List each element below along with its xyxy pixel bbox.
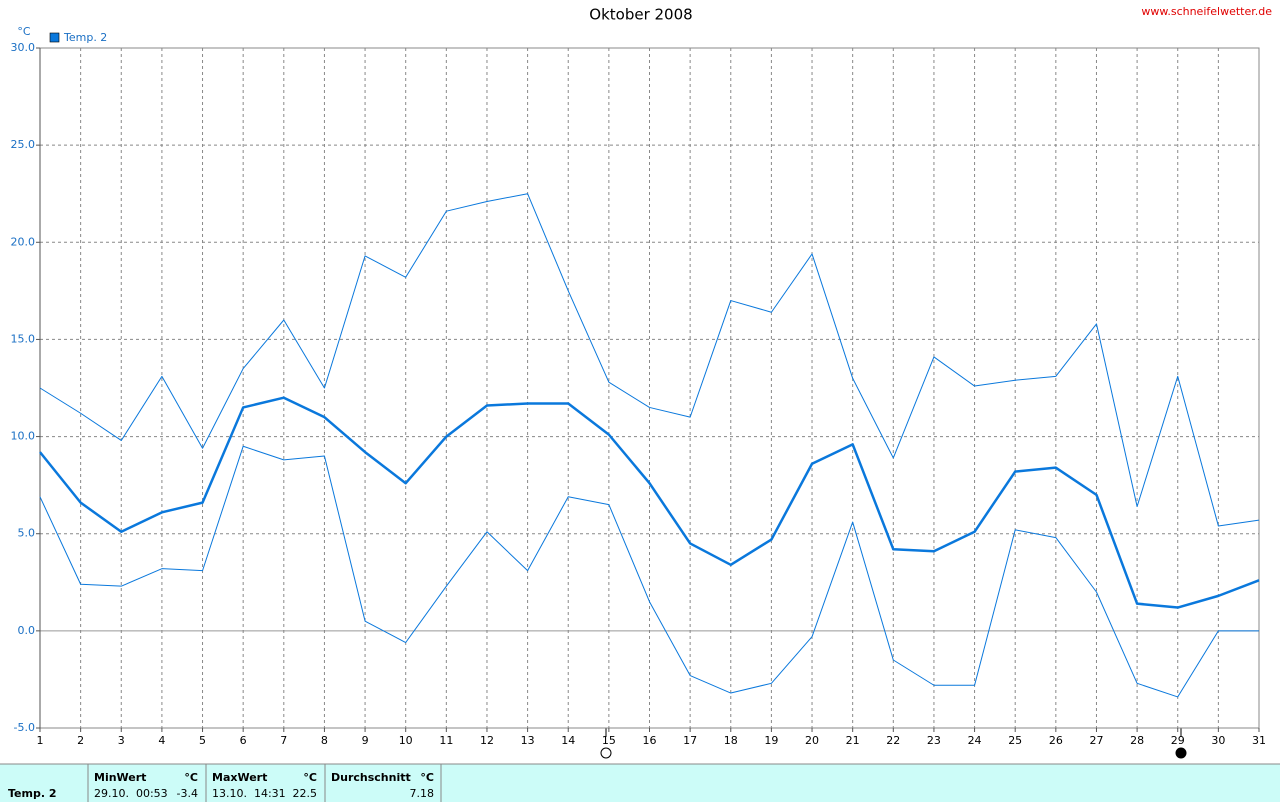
- x-tick-label: 10: [399, 734, 413, 747]
- y-unit: °C: [17, 25, 31, 38]
- y-tick-label: -5.0: [14, 721, 35, 734]
- x-tick-label: 14: [561, 734, 575, 747]
- y-tick-label: 5.0: [18, 527, 36, 540]
- x-tick-label: 28: [1130, 734, 1144, 747]
- col-value: 7.18: [410, 787, 435, 800]
- x-tick-label: 22: [886, 734, 900, 747]
- col-value: 22.5: [293, 787, 318, 800]
- x-tick-label: 30: [1211, 734, 1225, 747]
- upper-line: [39, 193, 1260, 527]
- col-label: MaxWert: [212, 771, 267, 784]
- x-tick-label: 7: [280, 734, 287, 747]
- x-tick-label: 19: [764, 734, 778, 747]
- summary-table: Temp. 2 MinWert °C 29.10. 00:53 -3.4 Max…: [0, 763, 1280, 802]
- x-tick-label: 16: [643, 734, 657, 747]
- x-tick-label: 27: [1089, 734, 1103, 747]
- col-label: Durchschnitt: [331, 771, 411, 784]
- x-tick-label: 31: [1252, 734, 1266, 747]
- x-tick-label: 4: [158, 734, 165, 747]
- mean-line: [39, 396, 1260, 609]
- chart-title: Oktober 2008: [589, 6, 692, 24]
- source: www.schneifelwetter.de: [1141, 5, 1272, 18]
- col-value: -3.4: [177, 787, 198, 800]
- y-tick-label: 20.0: [11, 235, 36, 248]
- x-tick-label: 11: [439, 734, 453, 747]
- y-tick-label: 15.0: [11, 332, 36, 345]
- lower-line: [39, 445, 1259, 698]
- col-time: 13.10. 14:31: [212, 787, 286, 800]
- x-tick-label: 25: [1008, 734, 1022, 747]
- y-tick-label: 0.0: [18, 624, 36, 637]
- col-unit: °C: [303, 771, 317, 784]
- col-label: MinWert: [94, 771, 146, 784]
- x-tick-label: 18: [724, 734, 738, 747]
- y-tick-label: 10.0: [11, 430, 36, 443]
- col-unit: °C: [420, 771, 434, 784]
- x-tick-label: 12: [480, 734, 494, 747]
- x-tick-label: 2: [77, 734, 84, 747]
- row-label: Temp. 2: [8, 787, 57, 800]
- x-tick-label: 15: [602, 734, 616, 747]
- x-tick-label: 26: [1049, 734, 1063, 747]
- x-tick-label: 13: [521, 734, 535, 747]
- x-tick-label: 24: [968, 734, 982, 747]
- x-tick-label: 21: [846, 734, 860, 747]
- legend-label: Temp. 2: [63, 31, 107, 44]
- full-moon-icon: [600, 747, 612, 759]
- x-tick-label: 9: [362, 734, 369, 747]
- x-tick-label: 23: [927, 734, 941, 747]
- new-moon-icon: [1175, 747, 1187, 759]
- x-tick-label: 6: [240, 734, 247, 747]
- y-tick-label: 25.0: [11, 138, 36, 151]
- x-tick-label: 3: [118, 734, 125, 747]
- x-tick-label: 5: [199, 734, 206, 747]
- col-time: 29.10. 00:53: [94, 787, 168, 800]
- x-tick-label: 1: [37, 734, 44, 747]
- table-bg: [0, 764, 1280, 802]
- x-tick-label: 29: [1171, 734, 1185, 747]
- legend-swatch: [49, 32, 60, 43]
- x-tick-label: 17: [683, 734, 697, 747]
- y-tick-label: 30.0: [11, 41, 36, 54]
- x-tick-label: 20: [805, 734, 819, 747]
- x-tick-label: 8: [321, 734, 328, 747]
- col-unit: °C: [184, 771, 198, 784]
